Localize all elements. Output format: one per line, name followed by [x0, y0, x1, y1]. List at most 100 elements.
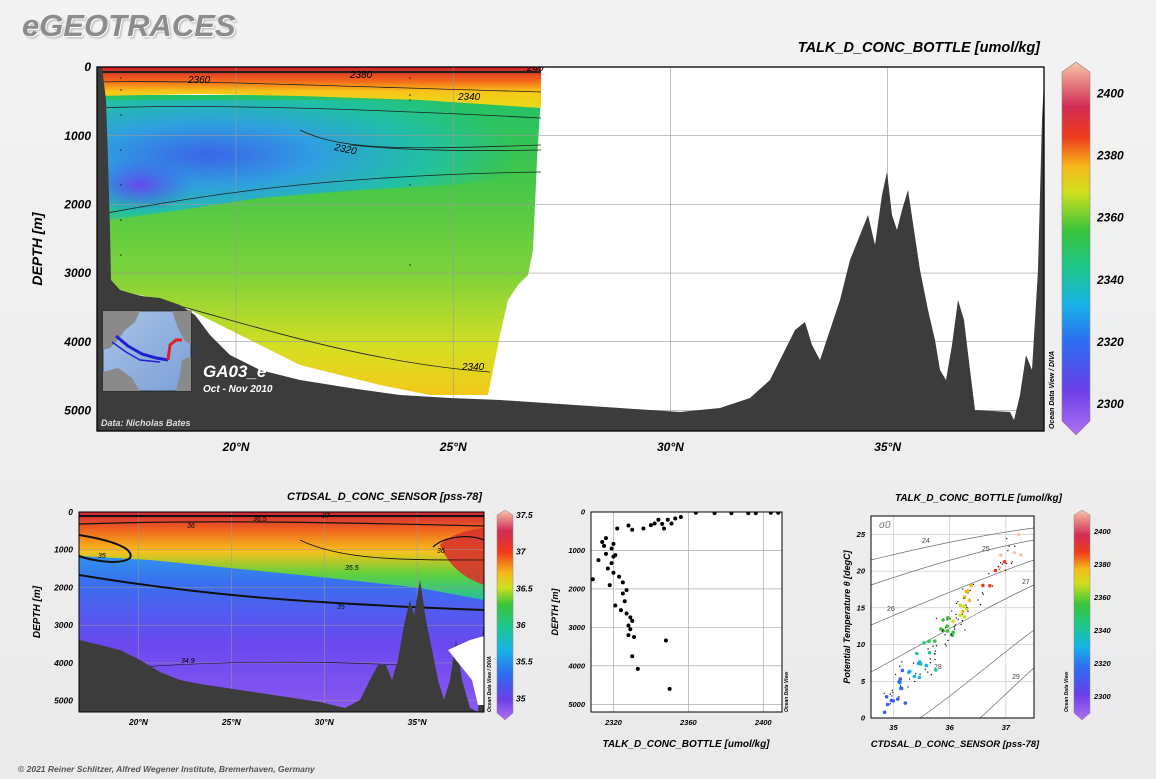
ts-point — [981, 583, 985, 588]
main-x-tick-labels: 20°N 25°N 30°N 35°N — [222, 440, 902, 454]
ts-point — [927, 671, 929, 673]
salinity-section: 36 36.5 37 35 35.5 35 36 34.9 CTDSAL_D_C… — [32, 491, 533, 727]
y-tick-label: 3000 — [54, 620, 73, 630]
profile-point — [667, 686, 672, 691]
profile-point — [630, 527, 635, 532]
ts-point — [908, 678, 911, 680]
ts-point — [939, 627, 943, 631]
profile-point — [626, 633, 631, 638]
profile-point — [641, 526, 646, 531]
x-tick-label: 25°N — [439, 440, 467, 454]
x-tick-label: 2360 — [679, 718, 698, 727]
profile-point — [607, 583, 612, 588]
ts-point — [1001, 563, 1004, 565]
colorbar-tick-label: 2320 — [1096, 335, 1124, 349]
ts-isopycnals — [871, 527, 1034, 718]
ts-point — [969, 589, 971, 592]
ts-point — [900, 668, 905, 673]
profile-point — [673, 516, 678, 521]
ts-point — [957, 618, 959, 620]
x-tick-label: 30°N — [657, 440, 684, 454]
profile-point — [678, 515, 683, 519]
salinity-contours — [79, 515, 484, 669]
ts-point — [894, 673, 897, 676]
profile-point — [746, 512, 751, 516]
ts-point — [955, 617, 958, 619]
cruise-track-blue — [115, 334, 169, 362]
colorbar-tick-label: 36.5 — [516, 583, 533, 593]
profile-point — [615, 526, 620, 531]
ts-point — [903, 701, 908, 705]
profile-x-tick-labels: 2320 2360 2400 — [604, 718, 772, 727]
profile-point — [630, 654, 635, 659]
ts-point — [944, 634, 946, 636]
ts-watermark: Ocean Data View — [1064, 671, 1070, 712]
ts-point — [891, 689, 893, 691]
ts-point — [935, 617, 938, 619]
ts-point — [946, 619, 948, 621]
sal-contour-35-b: 35 — [337, 604, 345, 611]
ts-point — [977, 599, 979, 601]
x-tick-label: 25°N — [221, 717, 242, 727]
colorbar-tick-label: 36 — [516, 620, 526, 630]
colorbar-tick-label: 2380 — [1096, 148, 1124, 162]
ts-point — [924, 668, 926, 671]
ts-point — [927, 650, 932, 655]
ts-y-tick-labels: 0 5 10 15 20 25 — [856, 530, 866, 723]
main-watermark: Ocean Data View / DIVA — [1049, 351, 1056, 429]
ts-points — [882, 532, 1023, 715]
profile-point — [628, 627, 633, 632]
ts-point — [924, 663, 929, 668]
y-tick-label: 0 — [68, 507, 73, 517]
ts-point — [934, 653, 936, 655]
ts-point — [1007, 550, 1009, 552]
ts-point — [1012, 550, 1017, 555]
ts-point — [950, 633, 952, 635]
profile-point — [622, 599, 627, 604]
colorbar-tick-label: 35.5 — [516, 657, 533, 667]
salinity-watermark: Ocean Data View / DIVA — [487, 656, 493, 712]
profile-point — [632, 635, 637, 639]
profile-point — [729, 512, 734, 516]
ts-point — [949, 618, 951, 620]
ts-point — [1014, 545, 1016, 547]
ts-point — [895, 697, 900, 701]
ts-point — [953, 628, 956, 630]
profile-watermark: Ocean Data View — [784, 671, 790, 712]
main-seafloor — [97, 67, 1044, 431]
main-y-tick-labels: 0 1000 2000 3000 4000 5000 — [63, 60, 91, 417]
profile-point — [656, 517, 661, 522]
ts-point — [950, 634, 952, 636]
profile-point — [613, 603, 618, 608]
profile-point — [603, 551, 608, 556]
y-tick-label: 15 — [857, 603, 866, 612]
ts-point — [889, 693, 892, 695]
salinity-mediterranean-tongue — [440, 528, 484, 585]
colorbar-tick-label: 2380 — [1093, 560, 1112, 569]
contour-label-240: 240 — [526, 63, 544, 74]
contour-label-2320: 2320 — [332, 142, 357, 158]
ts-point — [927, 639, 931, 644]
ts-isopycnal-29: 29 — [1012, 674, 1020, 681]
ts-point — [945, 645, 947, 647]
ts-colorbar-ticks: 2300 2320 2340 2360 2380 2400 — [1093, 527, 1112, 701]
profile-point — [624, 611, 629, 616]
sal-contour-36-5: 36.5 — [253, 516, 267, 523]
data-credit: Data: Nicholas Bates — [101, 418, 191, 428]
colorbar-tick-label: 2360 — [1096, 211, 1124, 225]
ts-isopycnal-28: 28 — [934, 664, 942, 671]
profile-point — [620, 591, 625, 596]
x-tick-label: 36 — [946, 723, 955, 732]
contour-label-2380: 2380 — [349, 70, 373, 81]
colorbar-tick-label: 37 — [516, 547, 527, 557]
ts-point — [897, 680, 901, 684]
ts-point — [1006, 537, 1008, 540]
main-contours — [97, 70, 542, 373]
ts-point — [929, 658, 932, 660]
profile-point — [617, 574, 622, 579]
ts-point — [1016, 532, 1021, 537]
ts-point — [884, 695, 889, 699]
y-tick-label: 1000 — [54, 545, 73, 555]
ts-point — [950, 610, 953, 612]
ts-point — [916, 661, 921, 666]
